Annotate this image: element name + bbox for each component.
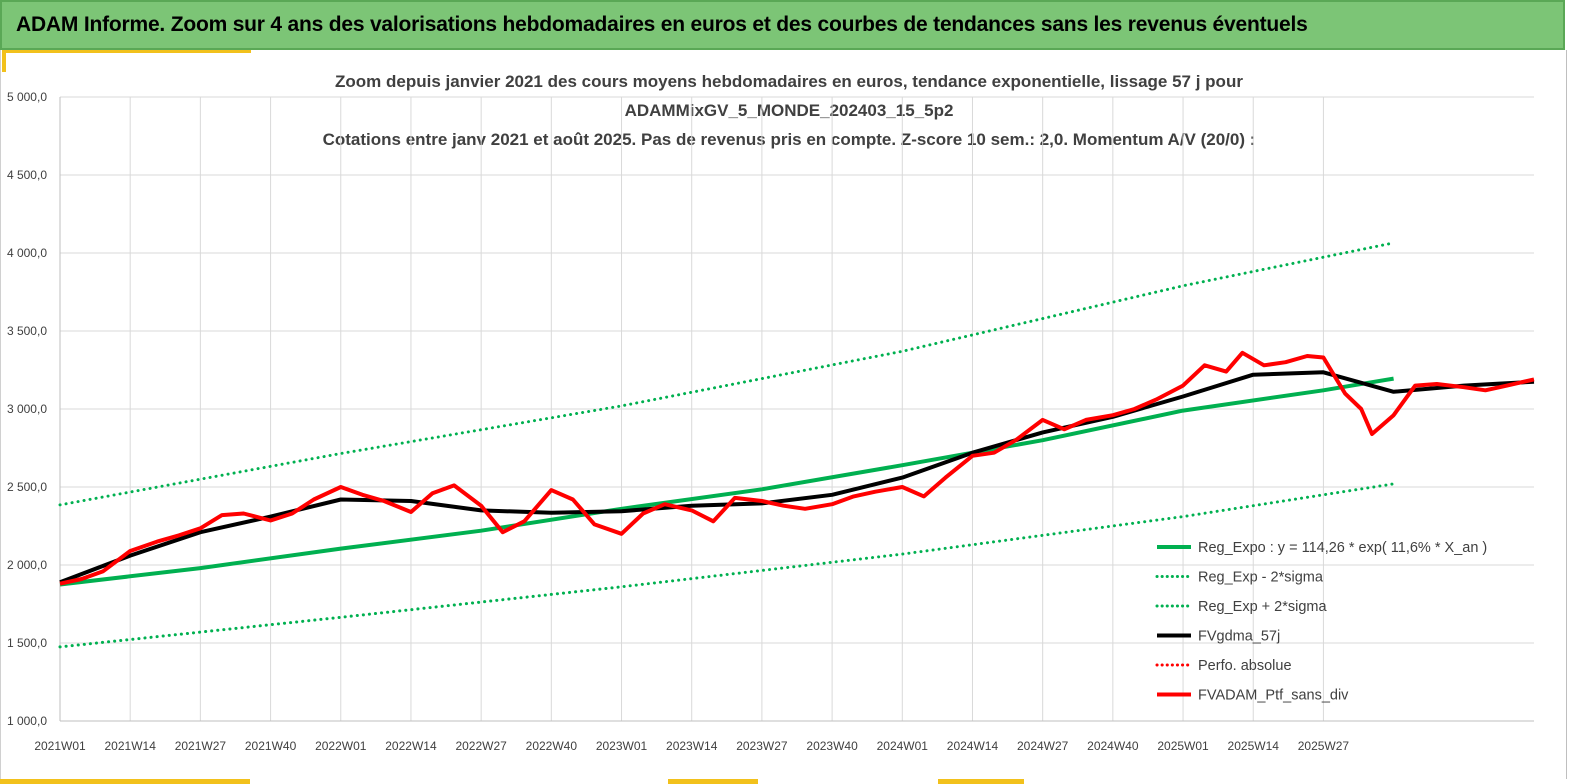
x-tick-label: 2021W14 [105, 739, 157, 753]
x-tick-label: 2024W14 [947, 739, 999, 753]
y-tick-label: 1 000,0 [7, 714, 47, 728]
chart-title-line: ADAMMixGV_5_MONDE_202403_15_5p2 [625, 101, 954, 120]
series-line-3 [59, 370, 1535, 585]
x-tick-label: 2023W27 [736, 739, 788, 753]
x-tick-label: 2021W40 [245, 739, 297, 753]
series [58, 241, 1535, 649]
x-tick-label: 2022W27 [455, 739, 507, 753]
x-tick-label: 2022W14 [385, 739, 437, 753]
x-tick-label: 2023W14 [666, 739, 718, 753]
legend-label: Reg_Exp - 2*sigma [1198, 570, 1324, 586]
accent-bar [6, 50, 251, 53]
chart-title: Zoom depuis janvier 2021 des cours moyen… [323, 72, 1256, 149]
legend-label: Perfo. absolue [1198, 658, 1292, 674]
y-tick-label: 2 500,0 [7, 480, 47, 494]
grid [60, 96, 1534, 721]
axes: 1 000,0 1 500,0 2 000,0 2 500,0 3 000,0 3 500… [7, 90, 1534, 753]
x-tick-label: 2024W01 [877, 739, 929, 753]
x-tick-label: 2021W01 [34, 739, 86, 753]
chart-banner: ADAM Informe. Zoom sur 4 ans des valoris… [0, 0, 1565, 50]
chart-svg: Zoom depuis janvier 2021 des cours moyen… [7, 72, 1535, 753]
y-tick-label: 4 500,0 [7, 168, 47, 182]
x-tick-label: 2024W40 [1087, 739, 1139, 753]
x-tick-label: 2024W27 [1017, 739, 1069, 753]
x-tick-label: 2023W40 [806, 739, 858, 753]
accent-bar [668, 779, 758, 784]
accent-bar [2, 50, 6, 72]
y-tick-label: 1 500,0 [7, 636, 47, 650]
legend: Reg_Expo : y = 114,26 * exp( 11,6% * X_a… [1155, 540, 1487, 704]
series-line-0 [59, 376, 1394, 587]
x-tick-label: 2022W01 [315, 739, 367, 753]
y-tick-label: 3 500,0 [7, 324, 47, 338]
x-tick-label: 2025W14 [1228, 739, 1280, 753]
y-tick-label: 3 000,0 [7, 402, 47, 416]
x-tick-label: 2025W01 [1157, 739, 1209, 753]
x-tick-label: 2021W27 [175, 739, 227, 753]
series-line-1 [58, 482, 1396, 649]
x-tick-label: 2025W27 [1298, 739, 1350, 753]
legend-label: FVADAM_Ptf_sans_div [1198, 688, 1349, 704]
x-tick-label: 2023W01 [596, 739, 648, 753]
chart-title-line: Cotations entre janv 2021 et août 2025. … [323, 130, 1256, 149]
chart-area: Zoom depuis janvier 2021 des cours moyen… [0, 50, 1567, 779]
banner-title: ADAM Informe. Zoom sur 4 ans des valoris… [16, 13, 1308, 36]
series-line-2 [58, 241, 1396, 507]
legend-label: FVgdma_57j [1198, 629, 1280, 645]
chart-title-line: Zoom depuis janvier 2021 des cours moyen… [335, 72, 1243, 91]
y-tick-label: 4 000,0 [7, 246, 47, 260]
legend-label: Reg_Expo : y = 114,26 * exp( 11,6% * X_a… [1198, 540, 1487, 556]
accent-bar [938, 779, 1024, 784]
y-tick-label: 2 000,0 [7, 558, 47, 572]
accent-bar [0, 779, 250, 784]
y-tick-label: 5 000,0 [7, 90, 47, 104]
series-line-5 [59, 350, 1535, 586]
legend-label: Reg_Exp + 2*sigma [1198, 599, 1327, 615]
x-tick-label: 2022W40 [526, 739, 578, 753]
